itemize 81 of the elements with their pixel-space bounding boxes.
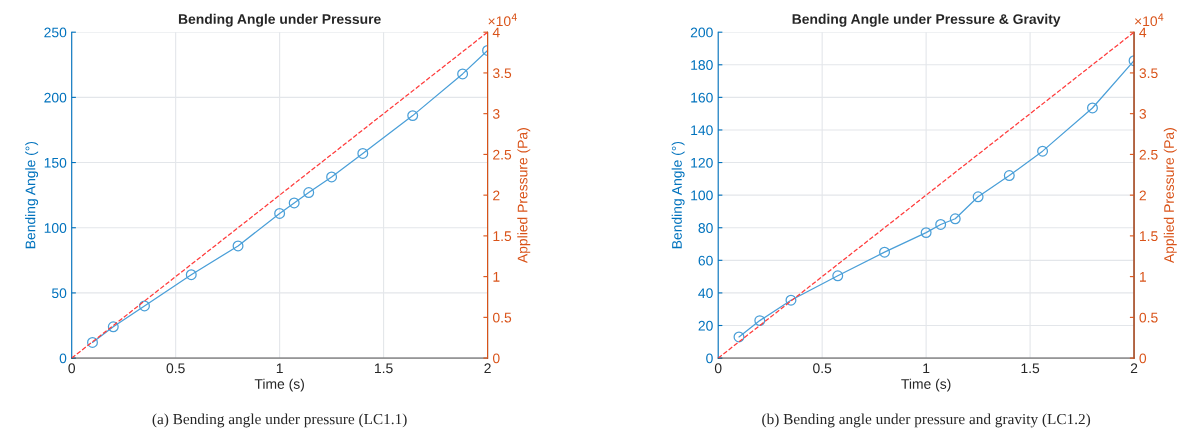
x-axis-title: Time (s) [254,378,304,392]
y-tick-label: 60 [698,255,713,266]
x-tick-label: 0 [714,363,722,374]
point [185,269,197,281]
y2-tick-label: 1.5 [493,231,512,242]
point [87,336,98,348]
point [754,315,766,327]
y2-tick-label: 4 [1139,27,1147,38]
y2-tick-label: 1 [493,272,500,282]
y2-tick-label: 0 [1139,353,1147,364]
point [832,270,844,282]
y2-tick-label: 2 [1139,190,1146,201]
y2-axis-title: Applied Pressure (Pa) [1163,128,1177,264]
y2-tick-label: 2.5 [493,149,512,160]
y-tick-label: 0 [59,353,67,364]
y-tick-label: 80 [698,223,713,233]
y-axis-title: Bending Angle (°) [25,141,39,249]
point [1003,170,1015,182]
x-tick-label: 2 [1130,363,1138,374]
x-tick-label: 2 [484,363,491,374]
y2-axis-title: Applied Pressure (Pa) [517,128,531,264]
y-tick-label: 250 [44,27,67,38]
x-tick-label: 1.5 [375,363,393,374]
point [303,187,315,199]
y-tick-label: 180 [691,60,713,70]
text: (b) Bending angle under pressure and gravity (LC1.2) [762,413,1091,428]
x-tick-label: 1.5 [1021,363,1040,374]
point [232,240,244,252]
point [879,246,891,258]
y2-tick-label: 2 [493,190,500,201]
y2-tick-label: 1 [1139,272,1146,282]
point [138,300,150,312]
y2-tick-label: 1.5 [1139,231,1158,242]
point [949,213,961,225]
chart-title: Bending Angle under Pressure [178,13,381,27]
y-tick-label: 140 [691,125,713,136]
y2-tick-label: 3 [492,109,500,119]
y-tick-label: 200 [690,27,713,38]
y-tick-label: 50 [51,288,67,299]
y2-tick-label: 0 [492,353,500,364]
y2-tick-label: 2.5 [1139,149,1158,160]
y2-tick-label: 3.5 [1139,68,1158,79]
y2-tick-label: 3.5 [492,68,512,79]
y-tick-label: 160 [691,92,713,103]
y-tick-label: 40 [698,288,713,299]
x-tick-label: 1 [923,363,930,374]
point [733,331,745,343]
y2-tick-label: 0.5 [1139,312,1158,323]
text: ×10$^{4}$ [1135,13,1164,27]
y-tick-label: 200 [44,92,67,103]
point [920,227,932,239]
point [288,197,300,209]
chart-title: Bending Angle under Pressure & Gravity [792,13,1061,27]
x-axis-title: Time (s) [901,378,951,392]
y-tick-label: 0 [706,353,713,364]
x-tick-label: 0 [68,363,76,374]
x-tick-label: 0.5 [813,363,832,374]
point [107,321,119,333]
point [935,218,947,230]
y-tick-label: 100 [44,223,67,233]
point [785,294,797,306]
x-tick-label: 1 [276,363,283,374]
y-tick-label: 20 [698,320,713,331]
y-tick-label: 150 [44,157,67,168]
point [407,110,419,122]
text: ×10$^{4}$ [488,13,517,27]
text: (a) Bending angle under pressure (LC1.1) [152,413,407,428]
point [1037,145,1049,157]
y-tick-label: 100 [691,190,713,201]
point [457,68,469,80]
y-axis-title: Bending Angle (°) [671,141,685,249]
y-tick-label: 120 [691,157,713,168]
point [1086,102,1098,114]
point [357,147,369,159]
point [972,191,984,203]
y2-tick-label: 3 [1139,109,1147,119]
y2-tick-label: 4 [492,27,500,38]
point [326,171,338,183]
y2-tick-label: 0.5 [492,312,512,323]
point [274,207,286,219]
x-tick-label: 0.5 [166,363,185,374]
